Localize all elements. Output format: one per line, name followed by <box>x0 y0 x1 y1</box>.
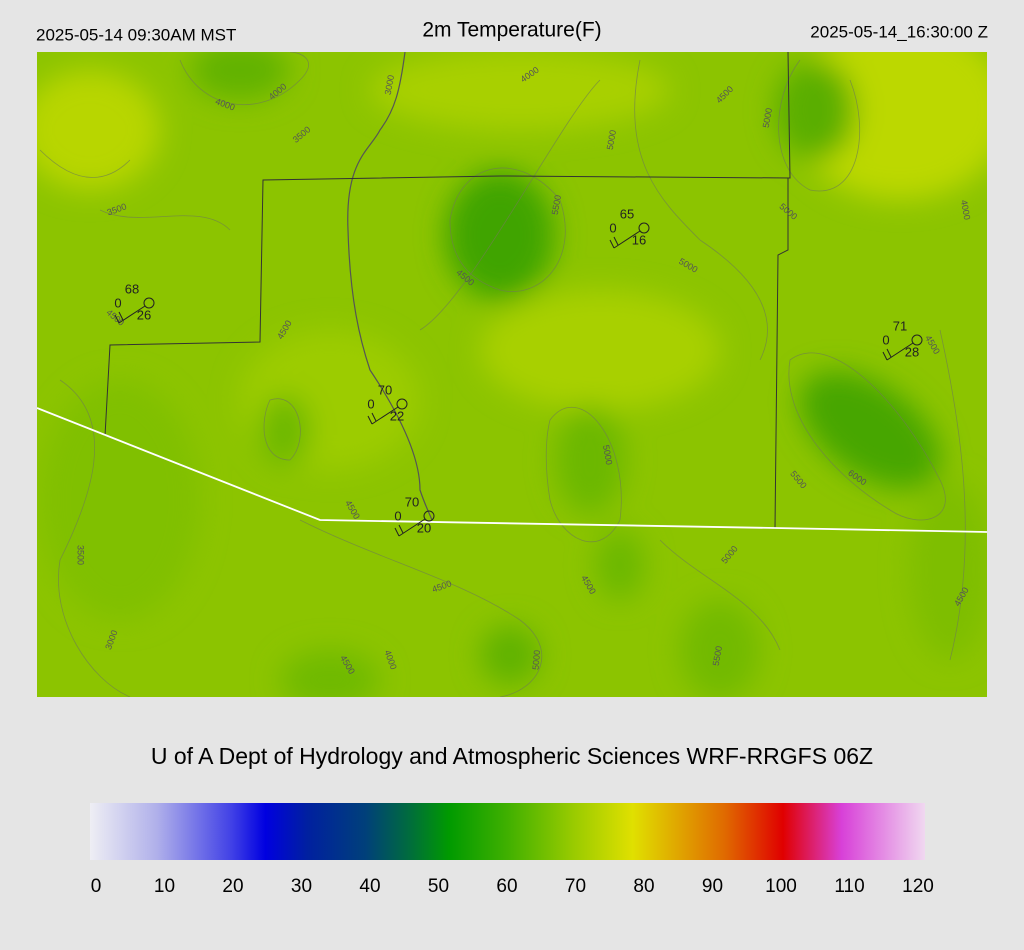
station: 70 0 20 <box>394 494 435 537</box>
wind-barb <box>394 518 426 537</box>
local-time: 2025-05-14 09:30AM MST <box>36 25 236 44</box>
contour-label: 5500 <box>711 645 724 666</box>
utc-time: 2025-05-14_16:30:00 Z <box>810 22 988 41</box>
colorbar-ticks: 0 10 20 30 40 50 60 70 80 90 100 110 120 <box>91 876 934 897</box>
contour-label: 3500 <box>76 545 86 565</box>
wind-barb <box>882 342 914 361</box>
colorbar <box>90 803 925 860</box>
colorbar-tick-label: 90 <box>702 876 723 897</box>
station-circle <box>143 297 155 309</box>
station-center: 0 <box>367 396 374 411</box>
wind-barb <box>367 406 399 425</box>
station-center: 0 <box>609 220 616 235</box>
footer: U of A Dept of Hydrology and Atmospheric… <box>151 743 873 769</box>
colorbar-tick-label: 50 <box>428 876 449 897</box>
colorbar-tick-label: 20 <box>222 876 243 897</box>
colorbar-tick-label: 100 <box>765 876 797 897</box>
colorbar-tick-label: 80 <box>633 876 654 897</box>
contour-lines <box>39 52 966 697</box>
station-dewpoint: 28 <box>905 344 919 359</box>
temperature-field <box>37 52 987 697</box>
colorbar-tick-label: 60 <box>496 876 517 897</box>
station-dewpoint: 26 <box>137 307 151 322</box>
station-center: 0 <box>114 295 121 310</box>
colorbar-tick-label: 70 <box>565 876 586 897</box>
station-center: 0 <box>394 508 401 523</box>
colorbar-tick-label: 10 <box>154 876 175 897</box>
colorbar-tick-label: 30 <box>291 876 312 897</box>
station-circle <box>396 398 408 410</box>
station-circle <box>638 222 650 234</box>
colorbar-tick-label: 110 <box>834 876 864 897</box>
wind-barb <box>114 305 146 324</box>
contour-label: 5500 <box>550 194 563 215</box>
contour-label: 4000 <box>959 199 972 220</box>
stations: 68 0 26 65 0 16 70 0 22 70 0 20 71 0 28 <box>114 206 923 537</box>
colorbar-tick-label: 120 <box>902 876 934 897</box>
station-dewpoint: 22 <box>390 408 404 423</box>
station-temperature: 65 <box>620 206 634 221</box>
station-temperature: 71 <box>893 318 907 333</box>
station: 65 0 16 <box>609 206 650 249</box>
wind-barb <box>609 230 641 249</box>
station-temperature: 70 <box>405 494 419 509</box>
boundaries <box>37 52 987 533</box>
contour-label: 5000 <box>761 107 774 128</box>
station-circle <box>423 510 435 522</box>
station-temperature: 68 <box>125 281 139 296</box>
station-circle <box>911 334 923 346</box>
station-dewpoint: 20 <box>417 520 431 535</box>
station: 71 0 28 <box>882 318 923 361</box>
station: 70 0 22 <box>367 382 408 425</box>
contour-label: 5000 <box>605 129 618 150</box>
map-title: 2m Temperature(F) <box>422 19 601 42</box>
station-dewpoint: 16 <box>632 232 646 247</box>
colorbar-tick-label: 0 <box>91 876 102 897</box>
contour-label: 5000 <box>601 444 614 465</box>
station-center: 0 <box>882 332 889 347</box>
contour-label: 3000 <box>383 74 396 95</box>
colorbar-tick-label: 40 <box>359 876 380 897</box>
station-temperature: 70 <box>378 382 392 397</box>
contour-label: 5000 <box>531 650 543 671</box>
station: 68 0 26 <box>114 281 155 324</box>
